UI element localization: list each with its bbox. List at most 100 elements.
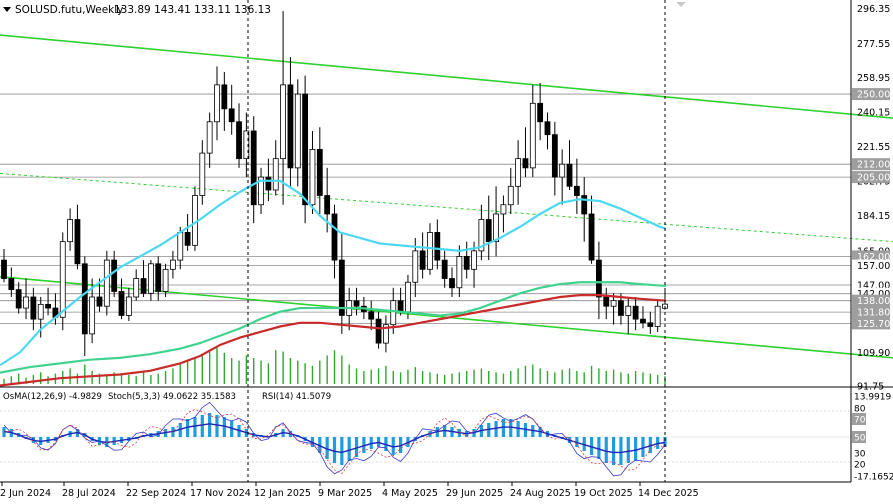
candle-body [309, 149, 316, 206]
osma-bar [494, 421, 498, 437]
candle-body [618, 300, 624, 316]
scroll-shift-marker-icon[interactable] [676, 2, 686, 7]
osma-bar [215, 415, 219, 437]
candle-body [30, 296, 37, 320]
osma-bar [619, 437, 623, 465]
candle-body [170, 259, 176, 270]
time-axis: 2 Jun 2024 28 Jul 2024 22 Sep 2024 17 Nov 2… [0, 482, 699, 499]
grid-layer [0, 93, 851, 324]
date-tick-label: 4 May 2025 [382, 488, 438, 499]
indicator-tick-label: -17.1652 [854, 473, 893, 483]
candle-body [529, 102, 536, 169]
candle-body [478, 219, 485, 252]
indicator-tick-label: 50 [854, 434, 866, 444]
price-level-tag [852, 317, 890, 330]
price-tick-label: 277.55 [857, 39, 890, 50]
symbol-menu-arrow-icon[interactable] [3, 7, 11, 12]
osma-bar [362, 437, 366, 453]
candle-body [236, 121, 242, 160]
rsi-label: RSI(14) 41.5079 [262, 392, 331, 402]
price-level-tag [852, 306, 890, 319]
price-level-label: 250.00 [857, 90, 890, 101]
osma-bar [318, 437, 322, 453]
upper-channel-trendline [0, 34, 893, 119]
candle-body [280, 84, 286, 160]
price-level-tag [852, 259, 890, 272]
candle-layer [1, 11, 668, 357]
candle-body [147, 263, 154, 294]
candle-body [654, 305, 661, 327]
candle-body [206, 121, 213, 154]
candle-body [89, 296, 96, 335]
price-tick-label: 258.95 [857, 73, 890, 84]
osma-bar [626, 437, 630, 463]
candle-body [441, 259, 448, 279]
MA-mid-line [0, 281, 667, 374]
candle-body [140, 278, 147, 294]
candle-body [118, 291, 125, 316]
osma-bar [325, 437, 329, 459]
candle-body [15, 289, 22, 309]
candle-body [250, 130, 257, 206]
candle-body [647, 322, 654, 327]
candle-body [74, 219, 81, 265]
candle-body [456, 256, 463, 289]
date-tick-label: 17 Nov 2024 [190, 488, 251, 499]
osma-label: OsMA(12,26,9) -4.9829 [3, 392, 102, 402]
candle-body [331, 213, 338, 261]
candle-body [338, 259, 345, 316]
candle-body [228, 108, 235, 123]
date-tick-label: 2 Jun 2024 [0, 488, 51, 499]
osma-bar [347, 437, 351, 461]
candle-body [485, 219, 492, 243]
price-tick-label: 240.15 [857, 108, 890, 119]
candle-body [632, 305, 639, 320]
candle-body [537, 102, 544, 123]
MA-fast-line [0, 179, 667, 367]
candle-body [573, 185, 580, 196]
osma-bar [501, 419, 506, 437]
date-tick-label: 29 Jun 2025 [446, 488, 503, 499]
indicator-tick-tag [852, 413, 866, 425]
candle-body [375, 318, 382, 344]
price-level-tag [852, 158, 890, 171]
candle-body [8, 278, 15, 291]
price-level-label: 205.00 [857, 173, 890, 184]
candle-body [471, 250, 477, 270]
candle-body [463, 256, 470, 270]
candle-body [162, 268, 169, 292]
candle-body [603, 296, 610, 307]
candle-body [412, 250, 419, 283]
moving-average-layer [0, 179, 667, 387]
price-level-label: 147.00 [857, 281, 890, 292]
price-level-label: 157.00 [857, 261, 890, 272]
candle-body [177, 232, 184, 261]
candle-body [588, 213, 595, 261]
candle-body [316, 149, 323, 196]
osma-bar [611, 437, 616, 465]
candle-body [581, 195, 588, 215]
osma-bar [648, 437, 652, 453]
candle-body [133, 278, 140, 298]
date-tick-label: 24 Aug 2025 [510, 488, 571, 499]
candle-body [155, 263, 162, 292]
osma-bar [663, 437, 667, 447]
indicator-layer [0, 401, 851, 477]
candle-body [258, 176, 264, 206]
price-level-label: 142.00 [857, 289, 890, 300]
candle-body [59, 241, 66, 318]
price-level-label: 125.70 [857, 319, 890, 330]
candle-body [596, 259, 602, 298]
osma-bar [332, 437, 337, 463]
date-tick-label: 19 Oct 2025 [574, 488, 633, 499]
candle-body [37, 303, 44, 320]
date-tick-label: 22 Sep 2024 [126, 488, 186, 499]
osma-bar [186, 419, 190, 437]
candle-body [566, 163, 573, 187]
candle-body [45, 303, 51, 309]
candle-body [184, 232, 191, 246]
osma-bar [634, 437, 638, 461]
candle-body [383, 324, 389, 344]
